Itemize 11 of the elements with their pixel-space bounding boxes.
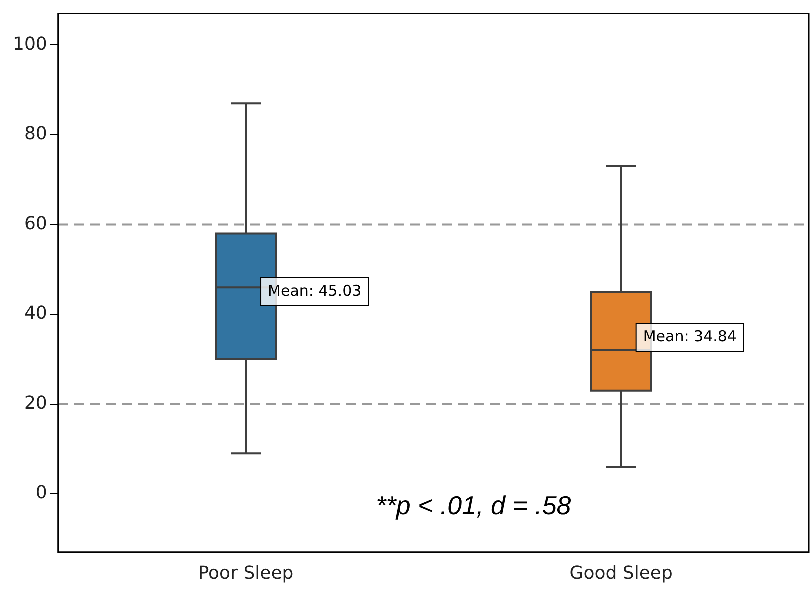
annotation: Mean: 45.03: [268, 282, 362, 300]
y-tick-label: 80: [24, 124, 48, 145]
y-tick-label: 0: [36, 482, 48, 504]
y-tick-label: 60: [24, 213, 48, 234]
x-tick-label: Good Sleep: [570, 562, 673, 584]
annotation: **p < .01, d = .58: [376, 490, 572, 521]
y-tick-label: 40: [24, 303, 48, 324]
annotation: Mean: 34.84: [643, 328, 737, 346]
y-tick-label: 20: [24, 392, 48, 414]
x-tick-label: Poor Sleep: [198, 562, 294, 584]
y-tick-label: 100: [12, 34, 48, 55]
